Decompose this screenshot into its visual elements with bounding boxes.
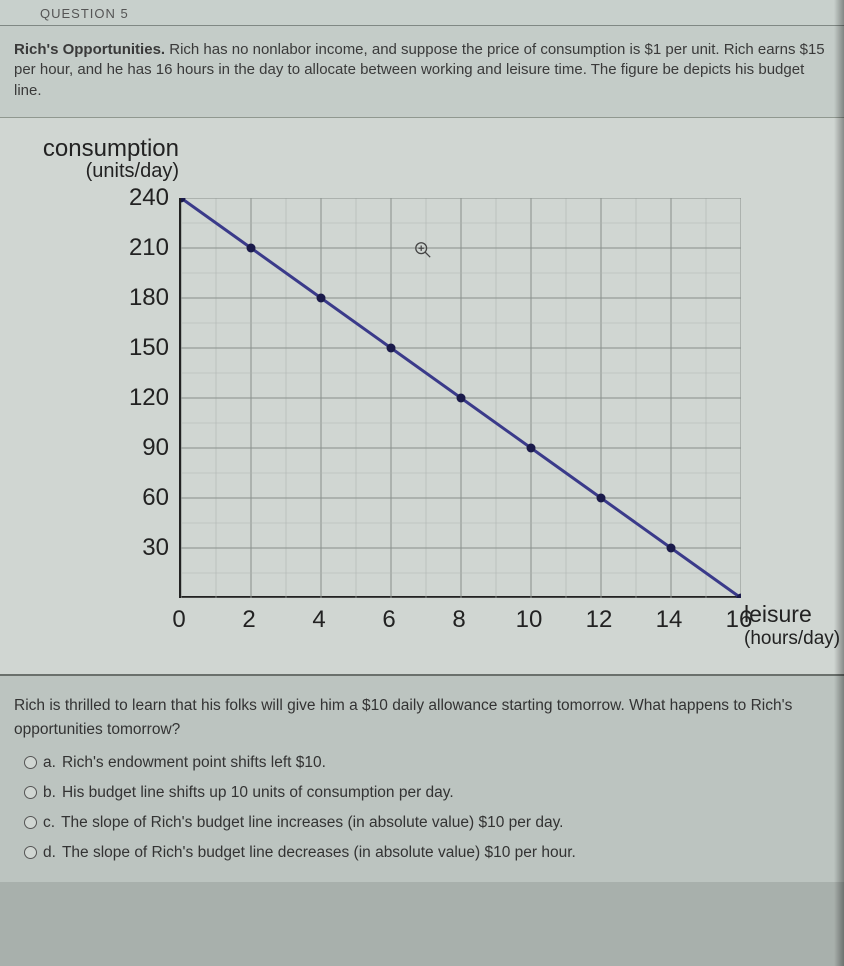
answer-option[interactable]: b. His budget line shifts up 10 units of… <box>14 778 830 808</box>
scenario-text-box: Rich's Opportunities. Rich has no nonlab… <box>0 26 844 118</box>
y-tick-label: 60 <box>142 484 169 512</box>
scenario-title: Rich's Opportunities. <box>14 41 165 58</box>
plot-area <box>179 198 739 598</box>
x-tick-label: 8 <box>452 606 465 634</box>
option-letter: d. <box>43 841 56 865</box>
y-tick-label: 240 <box>129 184 169 212</box>
option-text: Rich's endowment point shifts left $10. <box>62 751 326 775</box>
magnify-icon[interactable] <box>414 241 432 259</box>
y-axis-labels: 240210180150120906030 <box>4 198 169 598</box>
option-text: The slope of Rich's budget line decrease… <box>62 841 576 865</box>
question-prompt: Rich is thrilled to learn that his folks… <box>14 694 830 742</box>
answer-option[interactable]: a. Rich's endowment point shifts left $1… <box>14 748 830 778</box>
x-tick-label: 14 <box>656 606 683 634</box>
x-tick-label: 0 <box>172 606 185 634</box>
option-letter: a. <box>43 751 56 775</box>
x-tick-label: 4 <box>312 606 325 634</box>
y-tick-label: 210 <box>129 234 169 262</box>
question-header-fragment: QUESTION 5 <box>0 0 844 26</box>
option-letter: c. <box>43 811 55 835</box>
y-tick-label: 120 <box>129 384 169 412</box>
x-tick-label: 12 <box>586 606 613 634</box>
radio-icon[interactable] <box>24 786 37 799</box>
answer-option[interactable]: c. The slope of Rich's budget line incre… <box>14 808 830 838</box>
radio-icon[interactable] <box>24 846 37 859</box>
radio-icon[interactable] <box>24 816 37 829</box>
answer-option[interactable]: d. The slope of Rich's budget line decre… <box>14 838 830 868</box>
y-axis-title: consumption (units/day) <box>4 136 179 182</box>
x-tick-label: 2 <box>242 606 255 634</box>
x-axis-title: leisure (hours/day) <box>744 601 840 650</box>
y-tick-label: 90 <box>142 434 169 462</box>
x-axis-labels: 0246810121416 <box>179 606 809 636</box>
option-letter: b. <box>43 781 56 805</box>
x-tick-label: 10 <box>516 606 543 634</box>
radio-icon[interactable] <box>24 756 37 769</box>
x-tick-label: 6 <box>382 606 395 634</box>
y-tick-label: 30 <box>142 534 169 562</box>
question-box: Rich is thrilled to learn that his folks… <box>0 676 844 882</box>
option-text: The slope of Rich's budget line increase… <box>61 811 563 835</box>
y-tick-label: 180 <box>129 284 169 312</box>
y-tick-label: 150 <box>129 334 169 362</box>
chart-container: consumption (units/day) 2402101801501209… <box>0 118 844 676</box>
option-text: His budget line shifts up 10 units of co… <box>62 781 454 805</box>
